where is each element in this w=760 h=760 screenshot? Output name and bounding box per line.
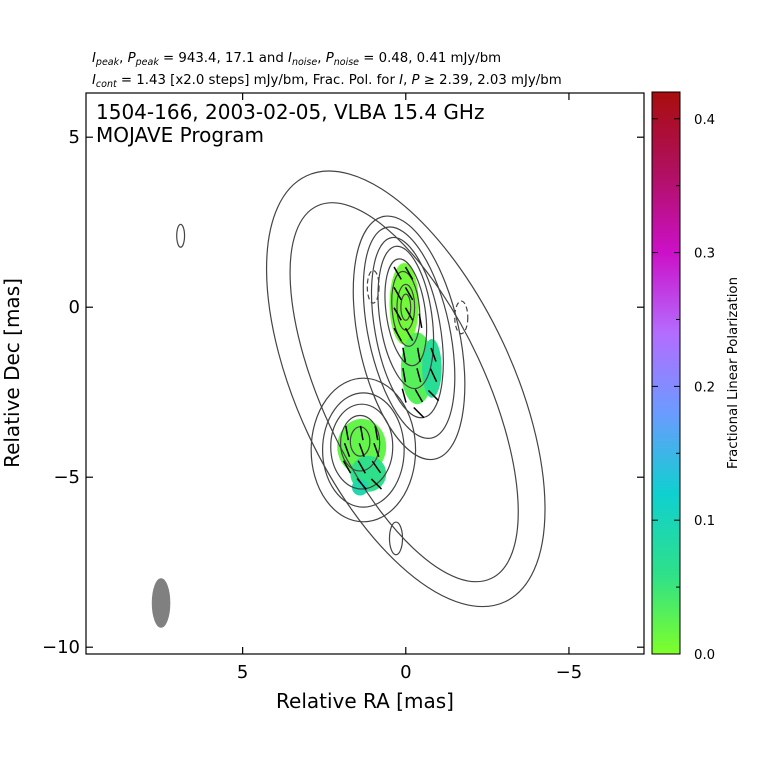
evpa-vector (402, 347, 407, 363)
negative-contour (454, 300, 469, 335)
intensity-contour (265, 170, 546, 608)
intensity-contour (400, 293, 412, 321)
knot-contour (339, 414, 381, 472)
colorbar-label: Fractional Linear Polarization (726, 277, 741, 469)
polarization-region (422, 339, 442, 398)
isolated-contour (388, 521, 404, 556)
evpa-vector (393, 307, 402, 321)
evpa-vector (402, 367, 407, 383)
axes-ticks: 5 0 −5 5 0 −5 −10 (42, 93, 644, 683)
intensity-contour (384, 258, 428, 367)
chart-subtitle: MOJAVE Program (96, 123, 264, 147)
beam-ellipse (151, 578, 171, 628)
evpa-vector (401, 388, 407, 403)
evpa-vector (418, 313, 423, 329)
evpa-vector (373, 442, 380, 458)
evpa-vector (357, 460, 366, 474)
plot-frame-background (86, 93, 644, 654)
knot-contour (310, 377, 417, 523)
plot-area (151, 170, 546, 628)
evpa-vector (370, 478, 383, 490)
y-axis-label: Relative Dec [mas] (0, 278, 24, 468)
evpa-vector (404, 287, 414, 301)
chart-title: 1504-166, 2003-02-05, VLBA 15.4 GHz (96, 100, 484, 124)
intensity-contour (377, 245, 435, 390)
header-line-2: Icont = 1.43 [x2.0 steps] mJy/bm, Frac. … (92, 73, 562, 90)
evpa-vector (414, 389, 424, 403)
colorbar-tick-label: 0.0 (694, 648, 715, 663)
evpa-vector (429, 368, 438, 383)
intensity-contour (289, 202, 519, 583)
colorbar-tick-label: 0.2 (694, 380, 715, 395)
evpa-vector (343, 442, 351, 458)
header-line-1: Ipeak, Ppeak = 943.4, 17.1 and Inoise, P… (92, 51, 501, 68)
colorbar-tick-label: 0.3 (694, 247, 715, 262)
evpa-vector (427, 389, 440, 402)
knot-contour (330, 403, 394, 490)
knot-contour (321, 392, 405, 508)
evpa-vector (404, 307, 414, 321)
colorbar-tick-label: 0.1 (694, 514, 715, 529)
x-tick-label: 0 (400, 662, 411, 683)
polarization-region (351, 479, 369, 496)
y-tick-label: −10 (42, 637, 80, 658)
evpa-vector (393, 287, 402, 301)
evpa-vector (356, 478, 367, 490)
colorbar-tick-label: 0.4 (694, 113, 715, 128)
evpa-vector (393, 327, 402, 341)
evpa-vector (345, 425, 350, 441)
evpa-vector (358, 442, 365, 458)
intensity-contour (352, 215, 466, 461)
colorbar (651, 91, 681, 655)
colorbar-ticks: 0.0 0.1 0.2 0.3 0.4 (652, 113, 715, 663)
x-tick-label: 5 (237, 662, 248, 683)
x-tick-label: −5 (556, 662, 583, 683)
y-tick-label: 0 (69, 297, 80, 318)
negative-contour (366, 269, 380, 304)
intensity-contour (362, 226, 456, 439)
evpa-vector (371, 460, 382, 474)
isolated-contour (176, 223, 186, 248)
evpa-vector (393, 266, 402, 280)
evpa-vector (404, 266, 414, 280)
intensity-contour (391, 270, 421, 347)
plot-frame (85, 92, 645, 655)
evpa-vector (404, 327, 414, 341)
evpa-vector (430, 347, 437, 362)
evpa-vector (359, 425, 364, 441)
evpa-vector (342, 460, 352, 474)
evpa-vector (416, 347, 421, 363)
y-tick-label: 5 (69, 127, 80, 148)
y-tick-label: −5 (53, 467, 80, 488)
evpa-vector (374, 425, 379, 441)
x-axis-label: Relative RA [mas] (276, 689, 454, 713)
evpa-vector (416, 368, 422, 383)
evpa-vector (413, 406, 425, 419)
